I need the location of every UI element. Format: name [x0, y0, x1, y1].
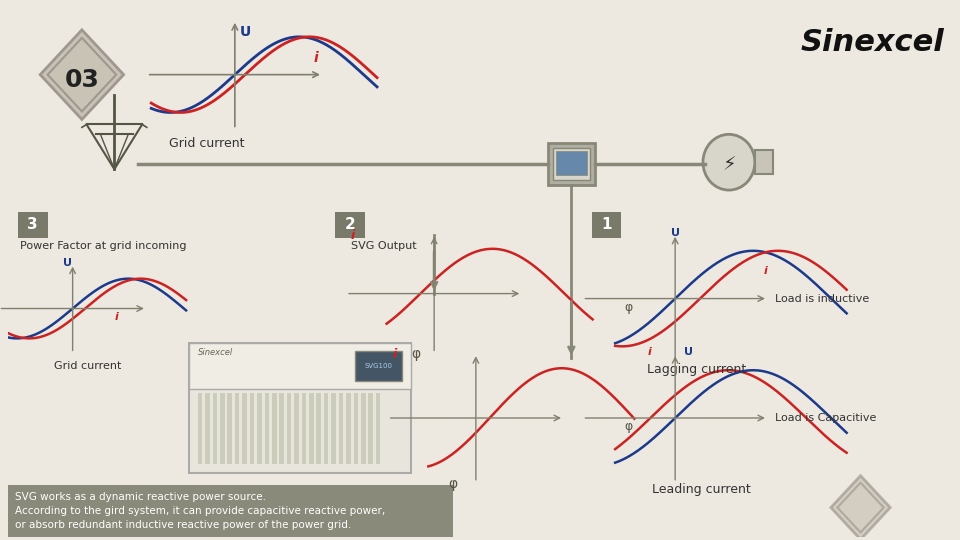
Text: i: i [350, 229, 355, 242]
Text: U: U [63, 258, 72, 268]
Text: Sinexcel: Sinexcel [198, 348, 233, 357]
FancyBboxPatch shape [331, 393, 336, 464]
Text: SVG works as a dynamic reactive power source.
According to the gird system, it c: SVG works as a dynamic reactive power so… [15, 491, 385, 530]
FancyBboxPatch shape [279, 393, 284, 464]
FancyBboxPatch shape [361, 393, 366, 464]
FancyBboxPatch shape [339, 393, 344, 464]
FancyBboxPatch shape [347, 393, 350, 464]
Text: Leading current: Leading current [652, 483, 751, 496]
Text: i: i [393, 348, 396, 361]
FancyBboxPatch shape [272, 393, 276, 464]
Text: i: i [314, 51, 319, 65]
Text: Sinexcel: Sinexcel [801, 28, 944, 57]
FancyBboxPatch shape [257, 393, 262, 464]
FancyBboxPatch shape [188, 343, 411, 472]
Text: U: U [670, 228, 680, 238]
Polygon shape [40, 30, 124, 119]
FancyBboxPatch shape [755, 150, 774, 174]
FancyBboxPatch shape [355, 352, 401, 381]
Text: ⚡: ⚡ [722, 156, 735, 175]
Text: i: i [763, 266, 767, 276]
FancyBboxPatch shape [375, 393, 380, 464]
Text: φ: φ [411, 347, 420, 361]
FancyBboxPatch shape [220, 393, 225, 464]
FancyBboxPatch shape [294, 393, 299, 464]
FancyBboxPatch shape [242, 393, 247, 464]
Text: i: i [114, 313, 118, 322]
Text: SVG Output: SVG Output [350, 241, 417, 251]
FancyBboxPatch shape [212, 393, 217, 464]
FancyBboxPatch shape [287, 393, 292, 464]
FancyBboxPatch shape [18, 212, 48, 238]
FancyBboxPatch shape [309, 393, 314, 464]
FancyBboxPatch shape [317, 393, 321, 464]
Text: φ: φ [624, 420, 633, 433]
FancyBboxPatch shape [228, 393, 232, 464]
FancyBboxPatch shape [369, 393, 373, 464]
Text: Load is Capacitive: Load is Capacitive [776, 413, 876, 423]
Circle shape [703, 134, 755, 190]
FancyBboxPatch shape [198, 393, 203, 464]
FancyBboxPatch shape [250, 393, 254, 464]
FancyBboxPatch shape [353, 393, 358, 464]
Text: Grid current: Grid current [169, 137, 245, 150]
FancyBboxPatch shape [335, 212, 365, 238]
Text: Power Factor at grid incoming: Power Factor at grid incoming [20, 241, 186, 251]
Text: U: U [684, 347, 693, 357]
Polygon shape [831, 476, 890, 539]
FancyBboxPatch shape [591, 212, 621, 238]
Text: 03: 03 [64, 68, 99, 92]
Text: φ: φ [624, 300, 633, 314]
FancyBboxPatch shape [556, 151, 588, 175]
FancyBboxPatch shape [8, 485, 453, 537]
Text: Lagging current: Lagging current [647, 363, 747, 376]
Text: Load is inductive: Load is inductive [776, 294, 870, 303]
Text: Grid current: Grid current [54, 361, 122, 372]
Text: U: U [239, 25, 251, 39]
FancyBboxPatch shape [235, 393, 239, 464]
Text: 1: 1 [601, 218, 612, 232]
FancyBboxPatch shape [188, 343, 411, 389]
Text: SVG100: SVG100 [365, 363, 393, 369]
Text: i: i [647, 347, 651, 357]
Text: 3: 3 [28, 218, 38, 232]
Text: φ: φ [448, 477, 457, 491]
FancyBboxPatch shape [324, 393, 328, 464]
FancyBboxPatch shape [205, 393, 210, 464]
FancyBboxPatch shape [301, 393, 306, 464]
FancyBboxPatch shape [548, 143, 594, 185]
FancyBboxPatch shape [553, 148, 589, 180]
FancyBboxPatch shape [265, 393, 269, 464]
Text: 2: 2 [345, 218, 355, 232]
